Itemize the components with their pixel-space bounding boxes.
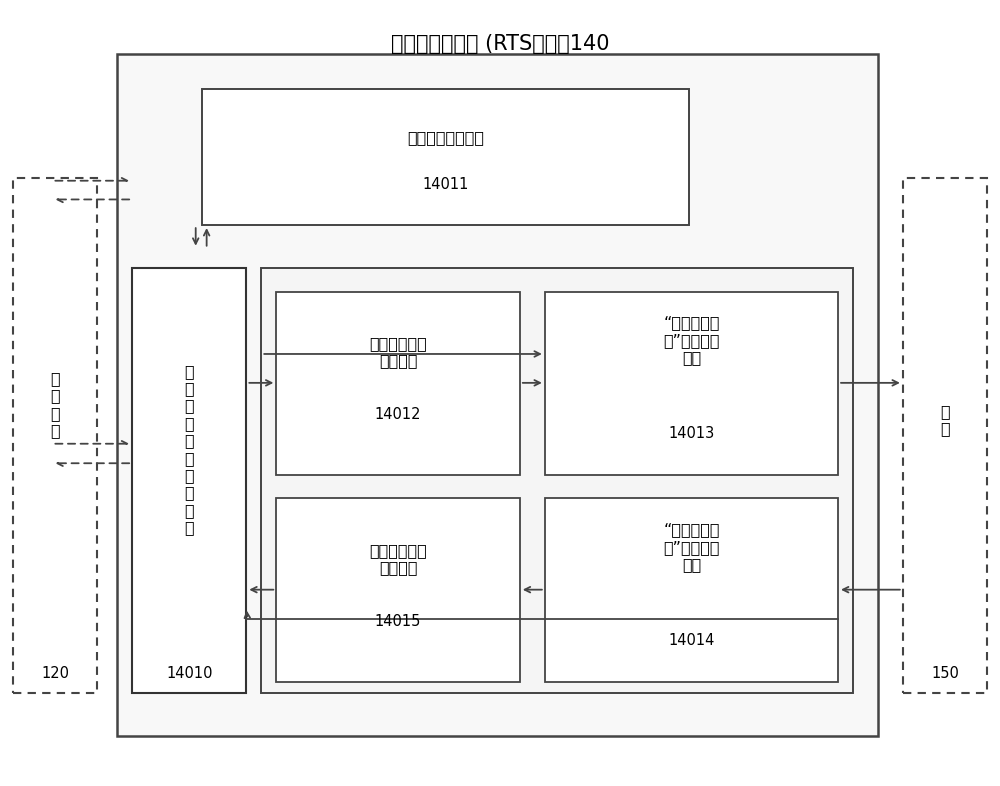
Text: 函
数
执
行
请
求
代
理
模
块: 函 数 执 行 请 求 代 理 模 块 <box>184 364 194 535</box>
Text: 120: 120 <box>41 667 69 681</box>
Text: 150: 150 <box>931 667 959 681</box>
Text: “函数统一接
口”结果接收
模块: “函数统一接 口”结果接收 模块 <box>663 522 720 572</box>
Text: 通
道: 通 道 <box>940 404 950 436</box>
Bar <box>903 178 987 693</box>
Bar <box>261 268 853 693</box>
Bar <box>132 268 246 693</box>
Text: 运行时系统代理 (RTS代理）140: 运行时系统代理 (RTS代理）140 <box>391 34 609 54</box>
Text: “函数统一接
口”请求发送
模块: “函数统一接 口”请求发送 模块 <box>663 315 720 365</box>
Bar <box>202 89 689 226</box>
Text: 14013: 14013 <box>668 427 715 442</box>
Bar <box>276 498 520 681</box>
Bar <box>545 292 838 475</box>
Text: 14010: 14010 <box>166 667 212 681</box>
Text: 14014: 14014 <box>668 634 715 648</box>
Text: 14011: 14011 <box>422 177 468 192</box>
Text: 14012: 14012 <box>375 407 421 422</box>
Bar <box>13 178 97 693</box>
Text: 函数执行监控模块: 函数执行监控模块 <box>407 130 484 145</box>
Text: 函数执行请求
封装模块: 函数执行请求 封装模块 <box>369 336 427 368</box>
Text: 应
用
程
序: 应 用 程 序 <box>50 371 60 439</box>
Bar <box>545 498 838 681</box>
Text: 14015: 14015 <box>375 614 421 629</box>
Bar <box>117 53 878 736</box>
Bar <box>276 292 520 475</box>
Text: 函数执行结果
拆装模块: 函数执行结果 拆装模块 <box>369 542 427 575</box>
